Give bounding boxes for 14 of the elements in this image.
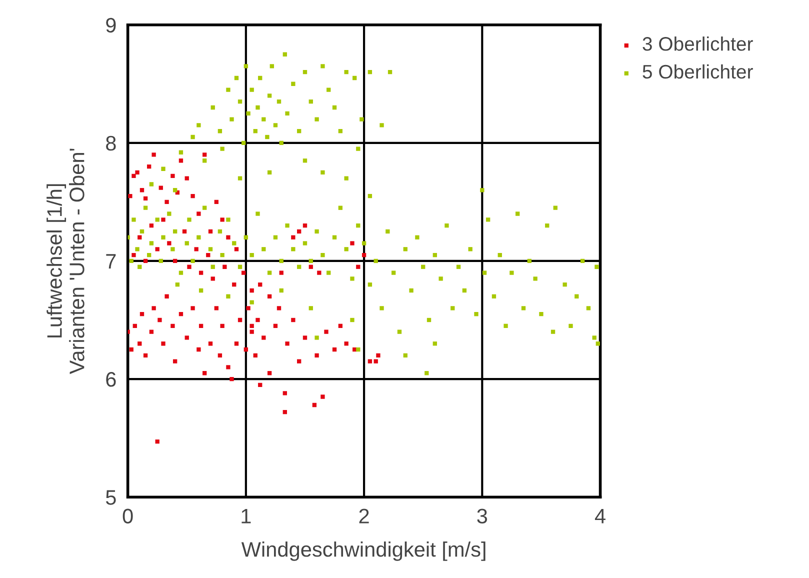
y-tick-label: 8 <box>106 136 116 151</box>
x-tick-label: 1 <box>242 508 251 524</box>
x-tick-label: 4 <box>594 508 606 524</box>
x-tick-label: 3 <box>477 508 488 524</box>
y-tick-label: 6 <box>106 372 116 387</box>
legend-label: 3 Oberlichter <box>642 36 753 51</box>
y-tick-label: 5 <box>106 490 116 505</box>
y-axis-title: Luftwechsel [1/h] Varianten 'Unten - Oben' <box>46 148 84 374</box>
x-tick-label: 0 <box>122 508 133 524</box>
y-tick-label: 7 <box>106 254 116 269</box>
legend-label: 5 Oberlichter <box>642 64 753 79</box>
x-axis-title: Windgeschwindigkeit [m/s] <box>241 542 486 561</box>
x-tick-label: 2 <box>359 508 369 524</box>
y-tick-label: 9 <box>106 18 116 33</box>
